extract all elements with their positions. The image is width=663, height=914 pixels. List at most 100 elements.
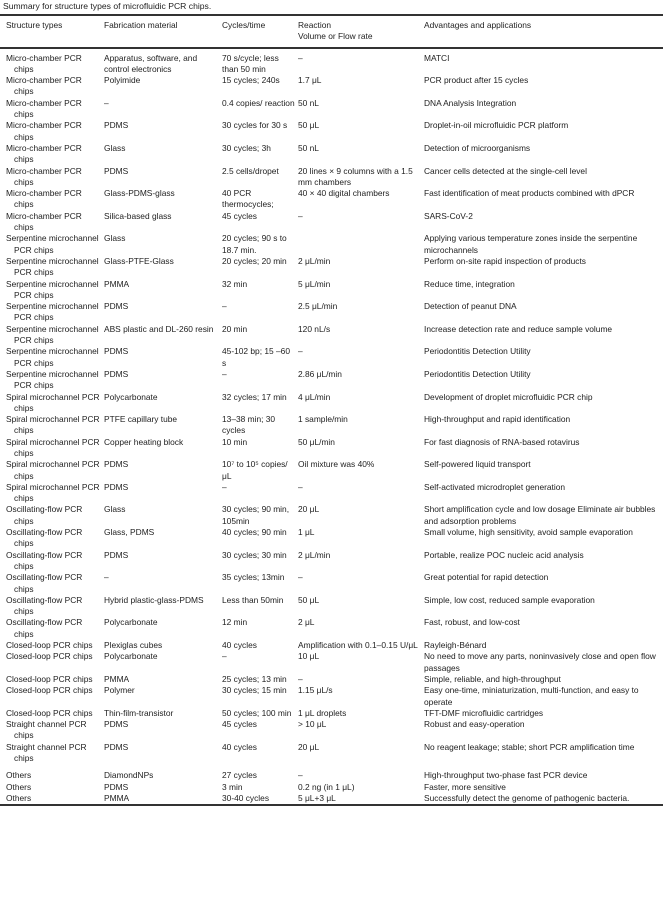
cell-advantages: Easy one-time, miniaturization, multi-fu… <box>424 685 639 707</box>
cell-reaction-volume: > 10 μL <box>298 719 327 730</box>
cell-fabrication-material: Glass-PDMS-glass <box>104 188 175 199</box>
cell-structure-type: Serpentine microchannel PCR chips <box>6 233 99 255</box>
cell-cycles-time: 35 cycles; 13min <box>222 572 285 583</box>
cell-cycles-time: 40 cycles; 90 min <box>222 527 287 538</box>
table-row: Micro-chamber PCR chips Polyimide 15 cycle… <box>0 75 663 98</box>
cell-fabrication-material: ABS plastic and DL-260 resin <box>104 323 214 334</box>
cell-reaction-volume: 50 nL <box>298 97 319 108</box>
table-row: Closed-loop PCR chips Plexiglas cubes 40 c… <box>0 640 663 651</box>
cell-fabrication-material: PDMS <box>104 719 129 730</box>
cell-structure-type: Micro-chamber PCR chips <box>6 210 82 233</box>
cell-advantages: Fast identification of meat products com… <box>424 188 635 199</box>
cell-fabrication-material: PDMS <box>104 301 129 312</box>
table-row: Micro-chamber PCR chips Apparatus, softwa… <box>0 49 663 76</box>
table-row: Micro-chamber PCR chips PDMS 2.5 cells/dro… <box>0 166 663 189</box>
cell-cycles-time: – <box>222 481 227 492</box>
header-fabrication-material: Fabrication material <box>104 20 178 30</box>
cell-structure-type: Straight channel PCR chips <box>6 741 87 763</box>
cell-fabrication-material: PDMS <box>104 481 129 492</box>
cell-structure-type: Oscillating-flow PCR chips <box>6 527 83 549</box>
table-row: Serpentine microchannel PCR chips PMMA 32 … <box>0 279 663 302</box>
cell-fabrication-material: – <box>104 572 109 583</box>
cell-cycles-time: 15 cycles; 240s <box>222 75 280 86</box>
cell-cycles-time: 70 s/cycle; less than 50 min <box>222 52 279 74</box>
cell-cycles-time: Less than 50min <box>222 594 284 605</box>
cell-advantages: DNA Analysis Integration <box>424 97 517 108</box>
cell-advantages: Rayleigh-Bénard <box>424 640 487 651</box>
cell-fabrication-material: PDMS <box>104 459 129 470</box>
cell-cycles-time: 13–38 min; 30 cycles <box>222 414 276 436</box>
cell-cycles-time: 32 min <box>222 278 248 289</box>
cell-reaction-volume: 4 μL/min <box>298 391 331 402</box>
cell-structure-type: Oscillating-flow PCR chips <box>6 504 83 526</box>
cell-reaction-volume: – <box>298 770 303 781</box>
cell-structure-type: Oscillating-flow PCR chips <box>6 572 83 594</box>
cell-fabrication-material: Glass <box>104 504 126 515</box>
cell-reaction-volume: 20 lines × 9 columns with a 1.5 mm chamb… <box>298 165 413 187</box>
cell-reaction-volume: 5 μL/min <box>298 278 331 289</box>
cell-cycles-time: – <box>222 651 227 662</box>
cell-cycles-time: 45-102 bp; 15 –60 s <box>222 346 290 368</box>
cell-advantages: No reagent leakage; stable; short PCR am… <box>424 741 635 752</box>
cell-cycles-time: 30 cycles for 30 s <box>222 120 288 131</box>
table-row: Serpentine microchannel PCR chips Glass 20… <box>0 233 663 256</box>
header-row: Structure types Fabrication material Cyc… <box>0 16 663 47</box>
cell-structure-type: Others <box>6 770 32 781</box>
cell-cycles-time: 27 cycles <box>222 770 257 781</box>
cell-reaction-volume: 120 nL/s <box>298 323 331 334</box>
cell-fabrication-material: PDMS <box>104 120 129 131</box>
cell-reaction-volume: 2.5 μL/min <box>298 301 338 312</box>
cell-reaction-volume: – <box>298 572 303 583</box>
table-row: Closed-loop PCR chips Thin-film-transisto… <box>0 708 663 719</box>
cell-reaction-volume: Amplification with 0.1–0.15 U/μL <box>298 640 418 651</box>
table-row: Oscillating-flow PCR chips Glass 30 cycles… <box>0 504 663 527</box>
table-row: Oscillating-flow PCR chips Polycarbonate 1… <box>0 617 663 640</box>
cell-cycles-time: 10 min <box>222 436 248 447</box>
cell-advantages: Small volume, high sensitivity, avoid sa… <box>424 527 633 538</box>
cell-structure-type: Micro-chamber PCR chips <box>6 165 82 187</box>
table-row: Spiral microchannel PCR chips PDMS – – Self-… <box>0 482 663 505</box>
cell-structure-type: Straight channel PCR chips <box>6 719 87 741</box>
cell-fabrication-material: Polycarbonate <box>104 651 158 662</box>
cell-reaction-volume: 2 μL/min <box>298 255 331 266</box>
cell-advantages: No need to move any parts, noninvasively… <box>424 651 656 673</box>
cell-structure-type: Micro-chamber PCR chips <box>6 97 82 120</box>
cell-structure-type: Oscillating-flow PCR chips <box>6 617 83 639</box>
cell-advantages: Portable, realize POC nucleic acid analy… <box>424 549 584 560</box>
table-row: Spiral microchannel PCR chips PDMS 10⁷ to … <box>0 459 663 482</box>
cell-advantages: Short amplification cycle and low dosage… <box>424 504 656 526</box>
cell-structure-type: Closed-loop PCR chips <box>6 707 93 718</box>
table-row: Closed-loop PCR chips Polymer 30 cycles; 1… <box>0 685 663 708</box>
cell-structure-type: Micro-chamber PCR chips <box>6 142 82 165</box>
cell-advantages: Great potential for rapid detection <box>424 572 549 583</box>
cell-fabrication-material: Polycarbonate <box>104 617 158 628</box>
cell-fabrication-material: Plexiglas cubes <box>104 640 163 651</box>
table-row: Oscillating-flow PCR chips Glass, PDMS 40 … <box>0 527 663 550</box>
cell-advantages: Reduce time, integration <box>424 278 515 289</box>
cell-reaction-volume: 50 μL <box>298 120 320 131</box>
table-row: Straight channel PCR chips PDMS 40 cycles 2… <box>0 742 663 765</box>
table-row: Oscillating-flow PCR chips Hybrid plastic… <box>0 595 663 618</box>
cell-fabrication-material: PDMS <box>104 741 129 752</box>
cell-fabrication-material: Glass-PTFE-Glass <box>104 255 174 266</box>
cell-advantages: Simple, reliable, and high-throughput <box>424 673 561 684</box>
cell-cycles-time: 40 PCR thermocycles; <box>222 188 274 210</box>
cell-fabrication-material: Glass, PDMS <box>104 527 155 538</box>
top-rule <box>0 14 663 16</box>
cell-reaction-volume: 2 μL/min <box>298 549 331 560</box>
cell-reaction-volume: 1.15 μL/s <box>298 685 333 696</box>
table-row: Closed-loop PCR chips Polycarbonate – 10 μL… <box>0 651 663 674</box>
cell-cycles-time: 30 cycles; 3h <box>222 142 271 153</box>
cell-cycles-time: 45 cycles <box>222 210 257 221</box>
cell-fabrication-material: Polycarbonate <box>104 391 158 402</box>
table-row: Micro-chamber PCR chips Silica-based glas… <box>0 211 663 234</box>
table-row: Spiral microchannel PCR chips Polycarbona… <box>0 392 663 415</box>
cell-structure-type: Oscillating-flow PCR chips <box>6 549 83 571</box>
cell-structure-type: Serpentine microchannel PCR chips <box>6 255 99 278</box>
cell-advantages: Self-activated microdroplet generation <box>424 481 566 492</box>
cell-advantages: Robust and easy-operation <box>424 719 525 730</box>
cell-structure-type: Spiral microchannel PCR chips <box>6 414 100 436</box>
cell-cycles-time: 20 min <box>222 323 248 334</box>
header-structure-types: Structure types <box>6 20 63 30</box>
table-caption: Summary for structure types of microflui… <box>3 1 212 11</box>
